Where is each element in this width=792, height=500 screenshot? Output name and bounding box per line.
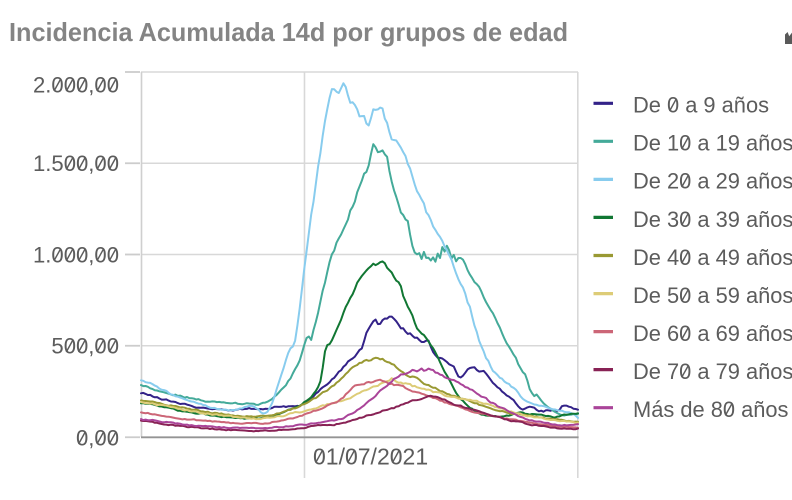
svg-text:500,00: 500,00 [51,334,119,359]
svg-text:De 70 a 79 años: De 70 a 79 años [633,359,792,384]
svg-text:De 60 a 69 años: De 60 a 69 años [633,321,792,346]
svg-text:1.000,00: 1.000,00 [33,242,119,267]
svg-text:De 50 a 59 años: De 50 a 59 años [633,283,792,308]
svg-text:De 0 a 9 años: De 0 a 9 años [633,93,769,118]
svg-text:De 10 a 19 años: De 10 a 19 años [633,131,792,156]
svg-text:De 40 a 49 años: De 40 a 49 años [633,245,792,270]
svg-text:De 20 a 29 años: De 20 a 29 años [633,169,792,194]
svg-text:Más de 80 años: Más de 80 años [633,397,789,422]
svg-text:01/07/2021: 01/07/2021 [313,443,428,469]
svg-text:2.000,00: 2.000,00 [33,73,119,98]
svg-text:1.500,00: 1.500,00 [33,151,119,176]
svg-text:Incidencia Acumulada 14d por g: Incidencia Acumulada 14d por grupos de e… [9,19,568,47]
svg-text:De 30 a 39 años: De 30 a 39 años [633,207,792,232]
